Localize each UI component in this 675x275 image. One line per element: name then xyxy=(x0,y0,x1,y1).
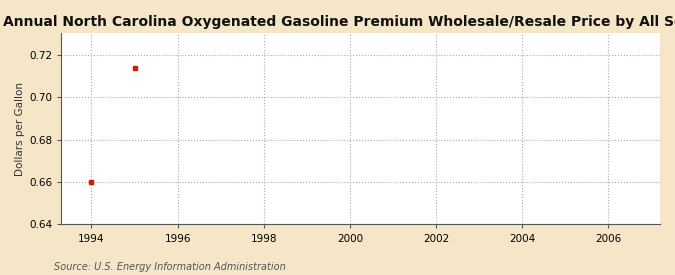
Text: Source: U.S. Energy Information Administration: Source: U.S. Energy Information Administ… xyxy=(54,262,286,272)
Title: Annual North Carolina Oxygenated Gasoline Premium Wholesale/Resale Price by All : Annual North Carolina Oxygenated Gasolin… xyxy=(3,15,675,29)
Y-axis label: Dollars per Gallon: Dollars per Gallon xyxy=(15,82,25,176)
